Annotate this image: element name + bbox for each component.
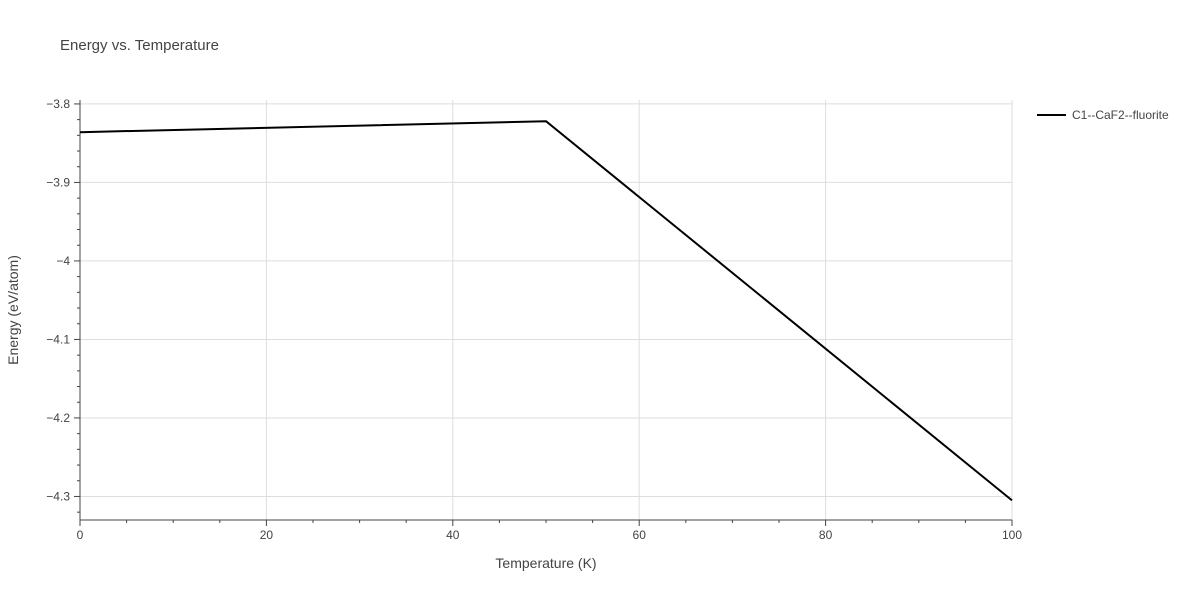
series-layer <box>79 120 1013 502</box>
y-tick-label: −4.3 <box>46 489 70 503</box>
x-tick-label: 100 <box>1002 528 1022 542</box>
series-line[interactable] <box>79 120 1013 502</box>
x-axis-label: Temperature (K) <box>495 555 596 571</box>
x-tick-label: 40 <box>446 528 460 542</box>
legend[interactable]: C1--CaF2--fluorite <box>1037 108 1169 122</box>
y-tick-label: −3.8 <box>46 97 70 111</box>
y-tick-label: −4.2 <box>46 411 70 425</box>
y-tick-label: −4 <box>56 254 70 268</box>
chart-title: Energy vs. Temperature <box>60 37 219 54</box>
x-tick-label: 60 <box>633 528 647 542</box>
y-tick-label: −3.9 <box>46 175 70 189</box>
y-axis-label: Energy (eV/atom) <box>5 255 21 365</box>
y-tick-label: −4.1 <box>46 332 70 346</box>
legend-label: C1--CaF2--fluorite <box>1072 108 1169 122</box>
x-tick-label: 0 <box>77 528 84 542</box>
axis-layer: 0 20 40 60 80 100 −3.8 −3.9 −4 −4.1 −4.2 −4.3 <box>46 97 1022 542</box>
x-tick-label: 80 <box>819 528 833 542</box>
grid-layer <box>80 100 1013 520</box>
x-tick-label: 20 <box>260 528 274 542</box>
